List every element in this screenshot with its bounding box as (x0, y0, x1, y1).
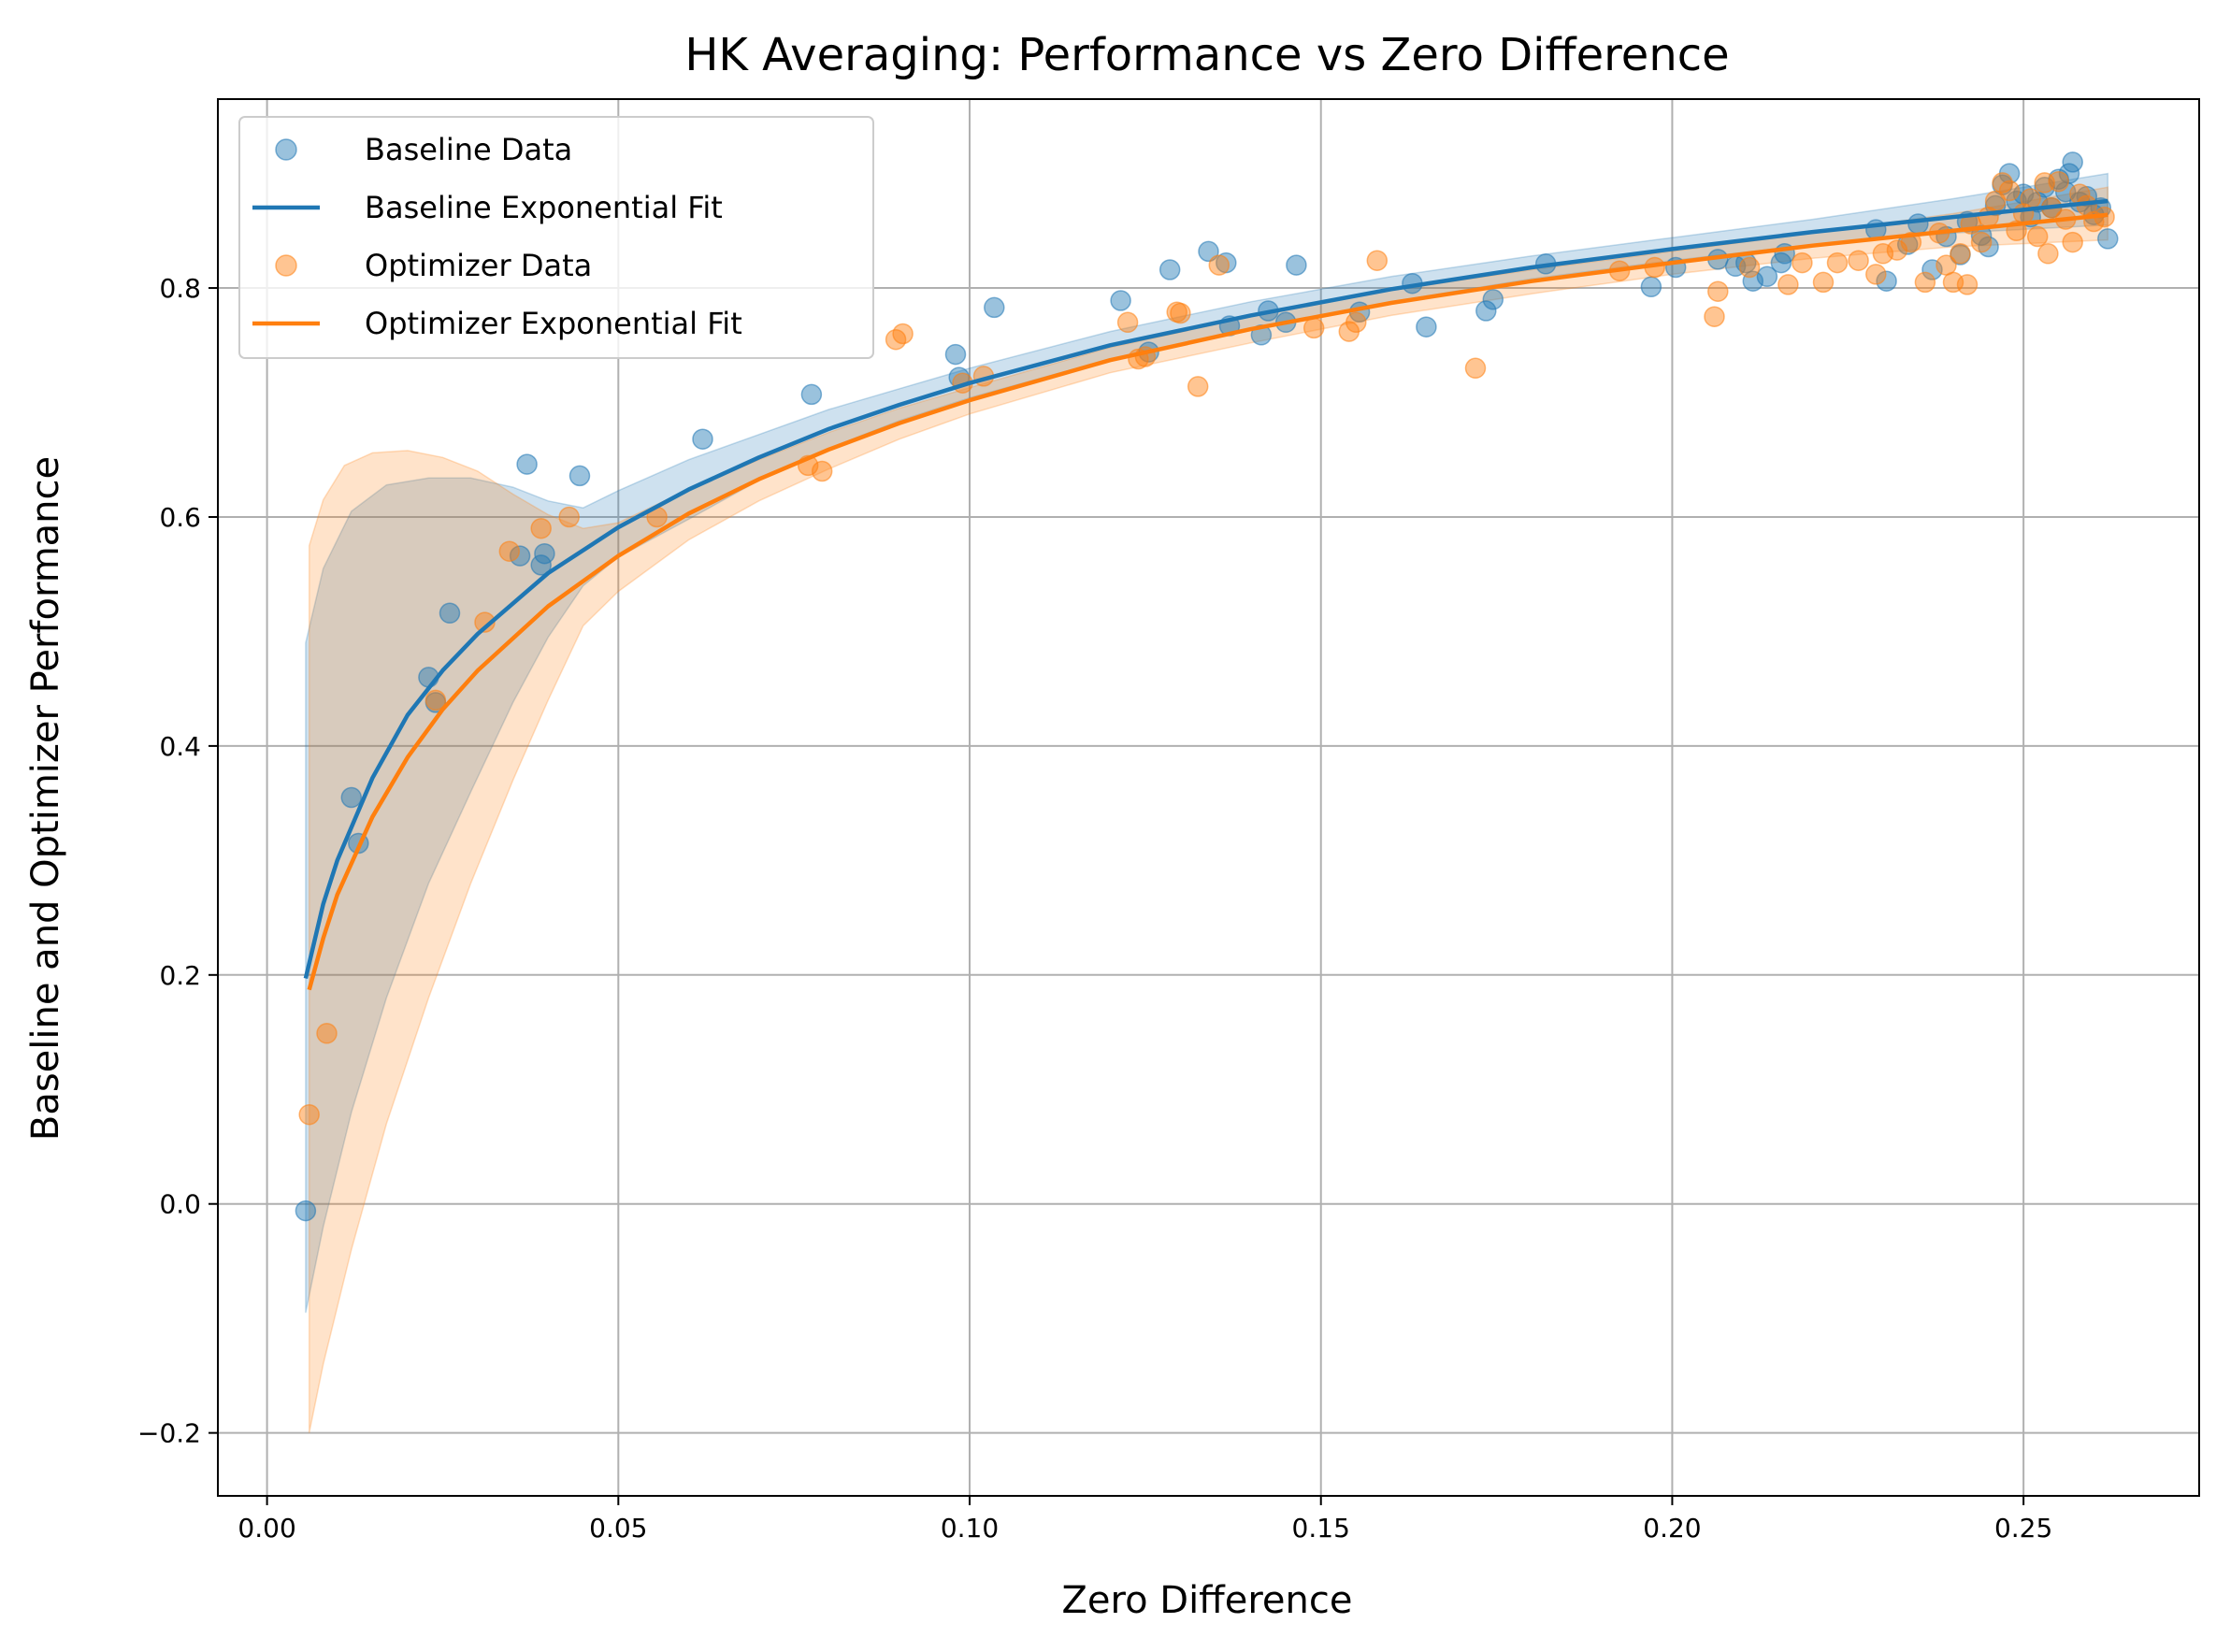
scatter-point (1416, 316, 1437, 338)
y-tick-label: 0.8 (159, 273, 201, 304)
scatter-point (1345, 311, 1367, 334)
scatter-point (1848, 250, 1869, 271)
scatter-point (885, 328, 907, 351)
x-tick-label: 0.10 (941, 1513, 999, 1544)
scatter-point (295, 1199, 317, 1222)
scatter-point (984, 296, 1005, 319)
scatter-point (892, 323, 914, 345)
y-tick-label: 0.4 (159, 731, 201, 762)
scatter-point (340, 786, 363, 809)
confidence-band (308, 186, 2109, 1433)
scatter-point (530, 517, 552, 539)
scatter-point (1998, 180, 2021, 202)
scatter-point (1812, 271, 1835, 294)
scatter-point (316, 1023, 338, 1044)
scatter-point (1992, 172, 2013, 194)
scatter-point (1158, 259, 1181, 280)
scatter-point (298, 1103, 320, 1126)
legend-marker (275, 138, 297, 161)
scatter-point (2062, 231, 2083, 253)
legend-label: Baseline Exponential Fit (365, 190, 723, 225)
x-tick-label: 0.00 (237, 1513, 295, 1544)
y-tick-label: −0.2 (137, 1418, 201, 1449)
y-tick-label: 0.0 (159, 1189, 201, 1220)
grid (218, 99, 2199, 1496)
scatter-point (800, 383, 823, 406)
scatter-point (811, 460, 833, 482)
scatter-point (1792, 251, 1813, 274)
scatter-point (692, 428, 713, 450)
scatter-point (568, 465, 591, 487)
scatter-point (1170, 302, 1191, 324)
legend-label: Baseline Data (365, 132, 572, 167)
legend: Baseline Data Baseline Exponential Fit Opt… (238, 116, 874, 359)
scatter-point (1876, 270, 1897, 292)
scatter-point (1865, 264, 1887, 285)
scatter-point (1366, 250, 1389, 271)
fit-line (303, 198, 2108, 980)
scatter-point (558, 506, 580, 528)
x-tick-label: 0.15 (1292, 1513, 1350, 1544)
legend-box (238, 116, 874, 359)
chart-title: HK Averaging: Performance vs Zero Differ… (684, 29, 1729, 81)
legend-marker (275, 254, 297, 277)
y-tick-label: 0.6 (159, 502, 201, 533)
x-axis-ticks: 0.00 0.05 0.10 0.15 0.20 0.25 (237, 1496, 2052, 1544)
scatter-point (439, 602, 461, 625)
x-tick-label: 0.20 (1643, 1513, 1701, 1544)
scatter-point (1956, 274, 1979, 295)
scatter-point (2058, 163, 2080, 184)
scatter-point (1707, 280, 1729, 302)
scatter-point (1110, 290, 1131, 311)
scatter-point (424, 689, 447, 711)
fit-line (307, 212, 2108, 991)
legend-label: Optimizer Exponential Fit (365, 306, 742, 341)
scatter-point (1187, 376, 1209, 397)
scatter-point (1756, 266, 1778, 288)
scatter-point (1826, 251, 1849, 274)
y-axis-ticks: −0.2 0.0 0.2 0.4 0.6 0.8 (137, 273, 218, 1449)
y-axis-label: Baseline and Optimizer Performance (24, 456, 67, 1141)
scatter-point (1777, 274, 1799, 295)
fit-lines (303, 198, 2108, 991)
scatter-point (516, 453, 538, 475)
scatter-point (1950, 243, 1971, 265)
scatter-point (1970, 231, 1993, 253)
scatter-point (1704, 306, 1725, 327)
scatter-point (944, 343, 967, 366)
y-tick-label: 0.2 (159, 960, 201, 991)
scatter-point (2026, 225, 2049, 248)
scatter-point (530, 554, 552, 576)
scatter-point (1482, 289, 1504, 310)
scatter-point (498, 540, 521, 562)
scatter-point (1464, 357, 1487, 380)
scatter-point (1640, 276, 1662, 298)
scatter-point (474, 611, 496, 633)
scatter-point (1738, 256, 1761, 279)
x-tick-label: 0.25 (1994, 1513, 2052, 1544)
scatter-point (2037, 243, 2059, 265)
scatter-point (509, 545, 531, 567)
scatter-point (1116, 311, 1139, 334)
scatter-point (2097, 228, 2119, 250)
scatter-point (1907, 213, 1929, 235)
scatter-point (1208, 254, 1230, 276)
scatter-point (2020, 188, 2041, 209)
scatter-point (1914, 271, 1936, 294)
scatter-point (2062, 151, 2083, 173)
scatter-points (295, 151, 2119, 1222)
x-tick-label: 0.05 (589, 1513, 647, 1544)
x-axis-label: Zero Difference (1062, 1579, 1353, 1622)
scatter-point (1286, 254, 1307, 276)
scatter-point (1475, 300, 1497, 322)
scatter-point (1302, 317, 1325, 339)
scatter-point (534, 542, 555, 565)
legend-label: Optimizer Data (365, 248, 592, 283)
plot-frame (217, 98, 2200, 1497)
scatter-point (2048, 170, 2069, 193)
